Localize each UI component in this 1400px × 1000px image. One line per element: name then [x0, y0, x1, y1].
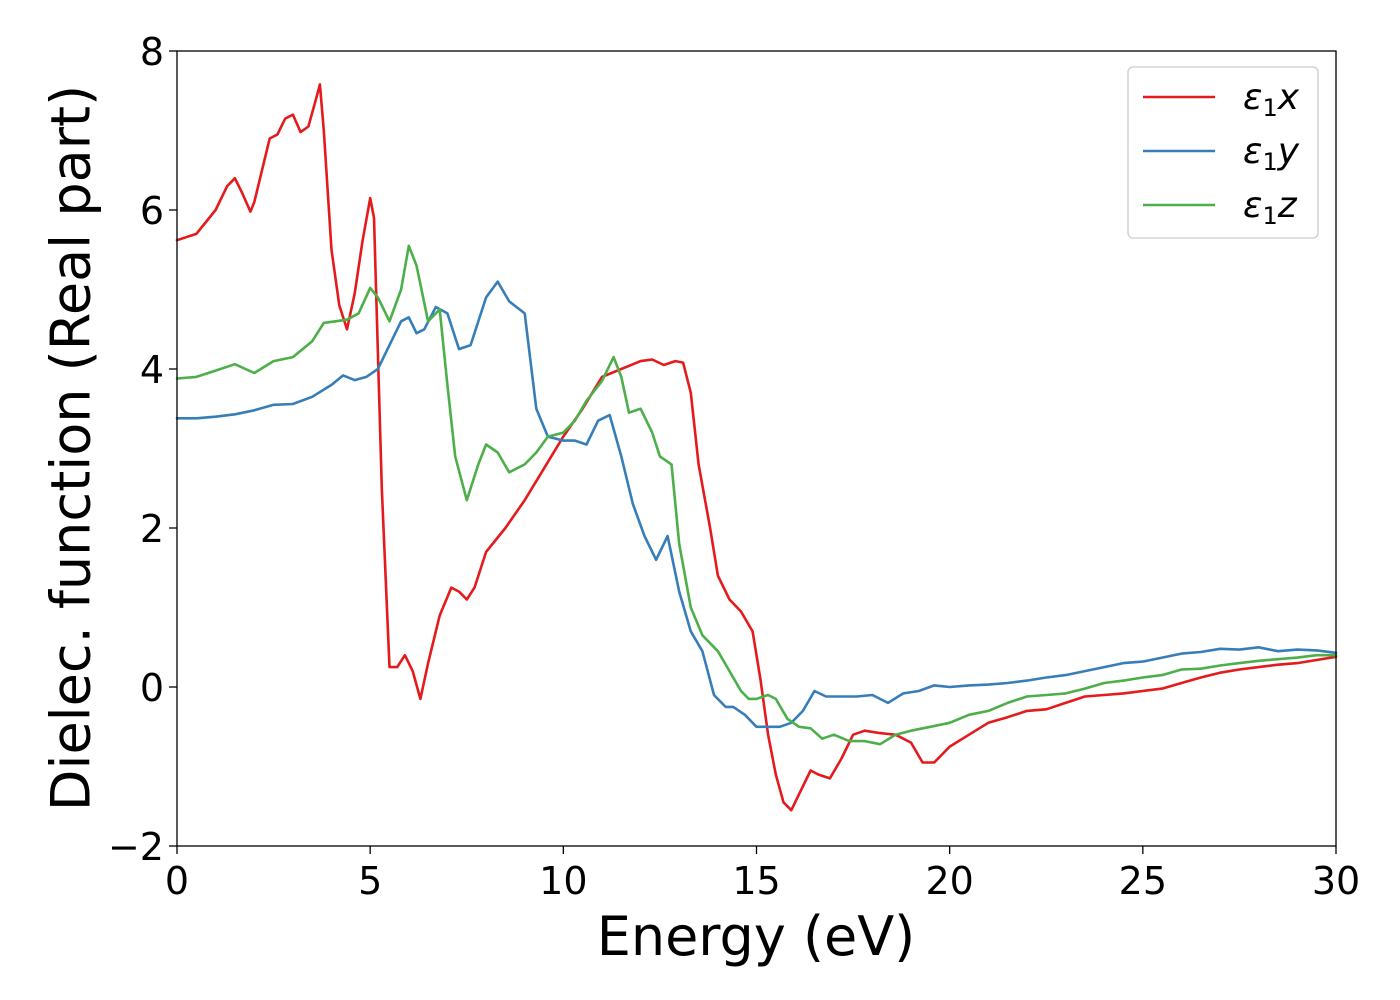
legend: ε1x ε1y ε1z [1127, 66, 1319, 239]
series-line-y [175, 280, 1338, 729]
y-tick-label: 6 [140, 189, 164, 233]
series-line-z [175, 244, 1338, 746]
y-axis: −2 0 2 4 6 8 [108, 30, 177, 869]
plot-area [175, 83, 1338, 812]
y-axis-label: Dielec. function (Real part) [40, 85, 103, 811]
x-tick-label: 25 [1119, 859, 1167, 903]
legend-label-z: ε1z [1243, 185, 1298, 230]
legend-label-y: ε1y [1243, 131, 1300, 176]
y-tick-label: 4 [140, 348, 164, 392]
series-line-x [175, 83, 1338, 812]
x-axis-label: Energy (eV) [597, 905, 916, 968]
y-tick-label: 0 [140, 666, 164, 710]
x-tick-label: 20 [925, 859, 973, 903]
x-tick-label: 15 [732, 859, 780, 903]
x-tick-label: 0 [165, 859, 189, 903]
legend-label-x: ε1x [1243, 77, 1300, 122]
x-axis: 0 5 10 15 20 25 30 [165, 846, 1360, 903]
x-tick-label: 10 [539, 859, 587, 903]
legend-box [1127, 66, 1319, 239]
y-tick-label: 8 [140, 30, 164, 74]
y-tick-label: 2 [140, 507, 164, 551]
y-tick-label: −2 [108, 825, 164, 869]
x-tick-label: 30 [1312, 859, 1360, 903]
x-tick-label: 5 [358, 859, 382, 903]
